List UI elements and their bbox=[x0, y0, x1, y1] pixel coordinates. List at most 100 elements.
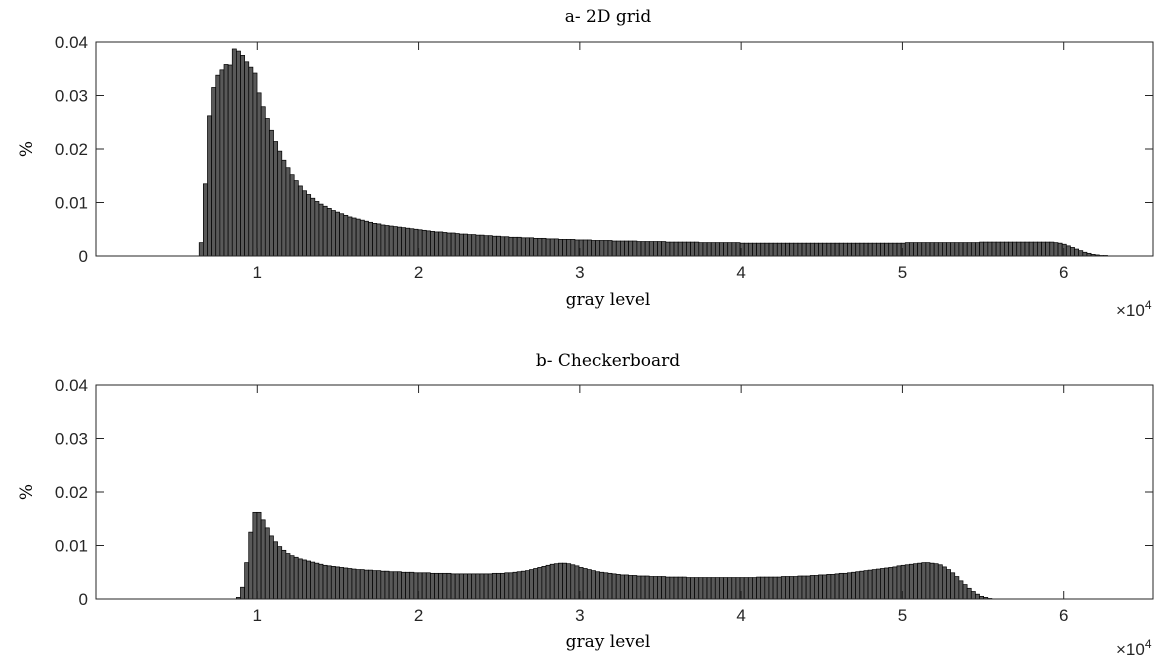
histogram-bar bbox=[677, 241, 683, 257]
histogram-bar bbox=[591, 240, 596, 257]
histogram-bar bbox=[529, 569, 534, 600]
histogram-bar bbox=[1074, 248, 1080, 257]
histogram-bar bbox=[987, 241, 993, 257]
y-tick-label: 0.04 bbox=[55, 33, 88, 52]
histogram-bar bbox=[892, 242, 898, 257]
histogram-bar bbox=[954, 242, 960, 257]
histogram-bar bbox=[256, 511, 262, 600]
histogram-bar bbox=[748, 242, 753, 257]
histogram-bar bbox=[731, 242, 737, 257]
histogram-bar bbox=[619, 574, 625, 600]
histogram-bar bbox=[1065, 245, 1071, 257]
histogram-bar bbox=[297, 558, 303, 600]
histogram-bar bbox=[756, 242, 762, 257]
histogram-bar bbox=[851, 242, 857, 257]
histogram-bar bbox=[293, 556, 299, 600]
histogram-bar bbox=[826, 574, 832, 600]
x-tick-label: 1 bbox=[253, 263, 262, 282]
histogram-bar bbox=[1061, 243, 1067, 257]
x-tick-label: 4 bbox=[736, 606, 745, 625]
histogram-bar bbox=[302, 190, 307, 257]
histogram-bar bbox=[1024, 241, 1030, 257]
histogram-bar bbox=[673, 576, 679, 600]
histogram-bar bbox=[471, 234, 477, 257]
y-tick-label: 0.02 bbox=[55, 140, 88, 159]
histogram-bar bbox=[343, 214, 349, 257]
histogram-bar bbox=[834, 242, 840, 257]
histogram-bar bbox=[863, 570, 869, 600]
histogram-bar bbox=[450, 232, 456, 257]
histogram-bar bbox=[859, 242, 865, 257]
x-tick-label: 3 bbox=[575, 606, 584, 625]
histogram-bar bbox=[801, 575, 807, 600]
histogram-bar bbox=[582, 568, 588, 600]
histogram-bar bbox=[970, 242, 976, 257]
y-tick-label: 0.02 bbox=[55, 483, 88, 502]
histogram-bar bbox=[632, 240, 638, 257]
histogram-bar bbox=[937, 242, 943, 257]
histogram-bar bbox=[322, 564, 328, 600]
histogram-bar bbox=[880, 568, 885, 600]
histogram-bar bbox=[504, 236, 510, 257]
histogram-bar bbox=[1041, 241, 1047, 257]
histogram-bar bbox=[1082, 251, 1088, 257]
histogram-bar bbox=[397, 571, 402, 600]
histogram-bar bbox=[1020, 241, 1026, 257]
histogram-bar bbox=[483, 235, 489, 257]
histogram-bar bbox=[690, 241, 696, 257]
histogram-bar bbox=[380, 224, 386, 257]
histogram-bar bbox=[611, 573, 617, 600]
histogram-bar bbox=[702, 242, 708, 257]
histogram-bar bbox=[479, 573, 485, 600]
histogram-bar bbox=[809, 575, 815, 600]
histogram-bar bbox=[871, 242, 877, 257]
histogram-bar bbox=[549, 563, 555, 600]
histogram-bar bbox=[793, 576, 799, 600]
histogram-bar bbox=[644, 241, 650, 257]
histogram-bar bbox=[240, 55, 245, 257]
histogram-bar bbox=[958, 242, 964, 257]
histogram-bar bbox=[628, 575, 634, 600]
histogram-bar bbox=[537, 567, 543, 600]
histogram-bar bbox=[1008, 241, 1013, 257]
histogram-bar bbox=[764, 576, 770, 600]
histogram-bar bbox=[772, 242, 778, 257]
histogram-bar bbox=[595, 240, 601, 257]
histogram-bar bbox=[545, 564, 551, 600]
histogram-bar bbox=[215, 74, 221, 257]
histogram-bar bbox=[937, 564, 943, 600]
histogram-bar bbox=[1016, 241, 1022, 257]
x-axis-label: gray level bbox=[566, 632, 651, 652]
histogram-bar bbox=[306, 194, 312, 257]
histogram-bar bbox=[458, 233, 464, 257]
histogram-bar bbox=[636, 241, 642, 257]
histogram-bar bbox=[822, 574, 828, 600]
histogram-bar bbox=[533, 568, 539, 600]
histogram-bar bbox=[487, 573, 493, 600]
histogram-bar bbox=[727, 577, 733, 600]
histogram-bar bbox=[293, 180, 299, 257]
histogram-bar bbox=[735, 577, 741, 600]
histogram-bar bbox=[363, 569, 369, 600]
histogram-bar bbox=[500, 572, 506, 600]
histogram-bar bbox=[900, 242, 906, 257]
histogram-bar bbox=[458, 573, 464, 600]
histogram-bar bbox=[603, 572, 609, 600]
histogram-bar bbox=[830, 574, 836, 600]
histogram-bar bbox=[954, 576, 960, 600]
histogram-bar bbox=[326, 565, 332, 600]
histogram-bar bbox=[553, 563, 559, 600]
histogram-bar bbox=[921, 242, 927, 257]
histogram-bar bbox=[442, 572, 448, 600]
histogram-bar bbox=[508, 236, 514, 257]
histogram-bar bbox=[289, 174, 295, 257]
histogram-bar bbox=[500, 236, 506, 257]
histogram-bar bbox=[322, 205, 328, 257]
histogram-bar bbox=[933, 563, 939, 600]
histogram-bar bbox=[797, 575, 803, 600]
x-tick-label: 1 bbox=[253, 606, 262, 625]
y-tick-label: 0.03 bbox=[55, 87, 88, 106]
histogram-bar bbox=[508, 572, 514, 600]
x-axis-multiplier: ×104 bbox=[1116, 637, 1152, 659]
histogram-bar bbox=[318, 203, 324, 257]
